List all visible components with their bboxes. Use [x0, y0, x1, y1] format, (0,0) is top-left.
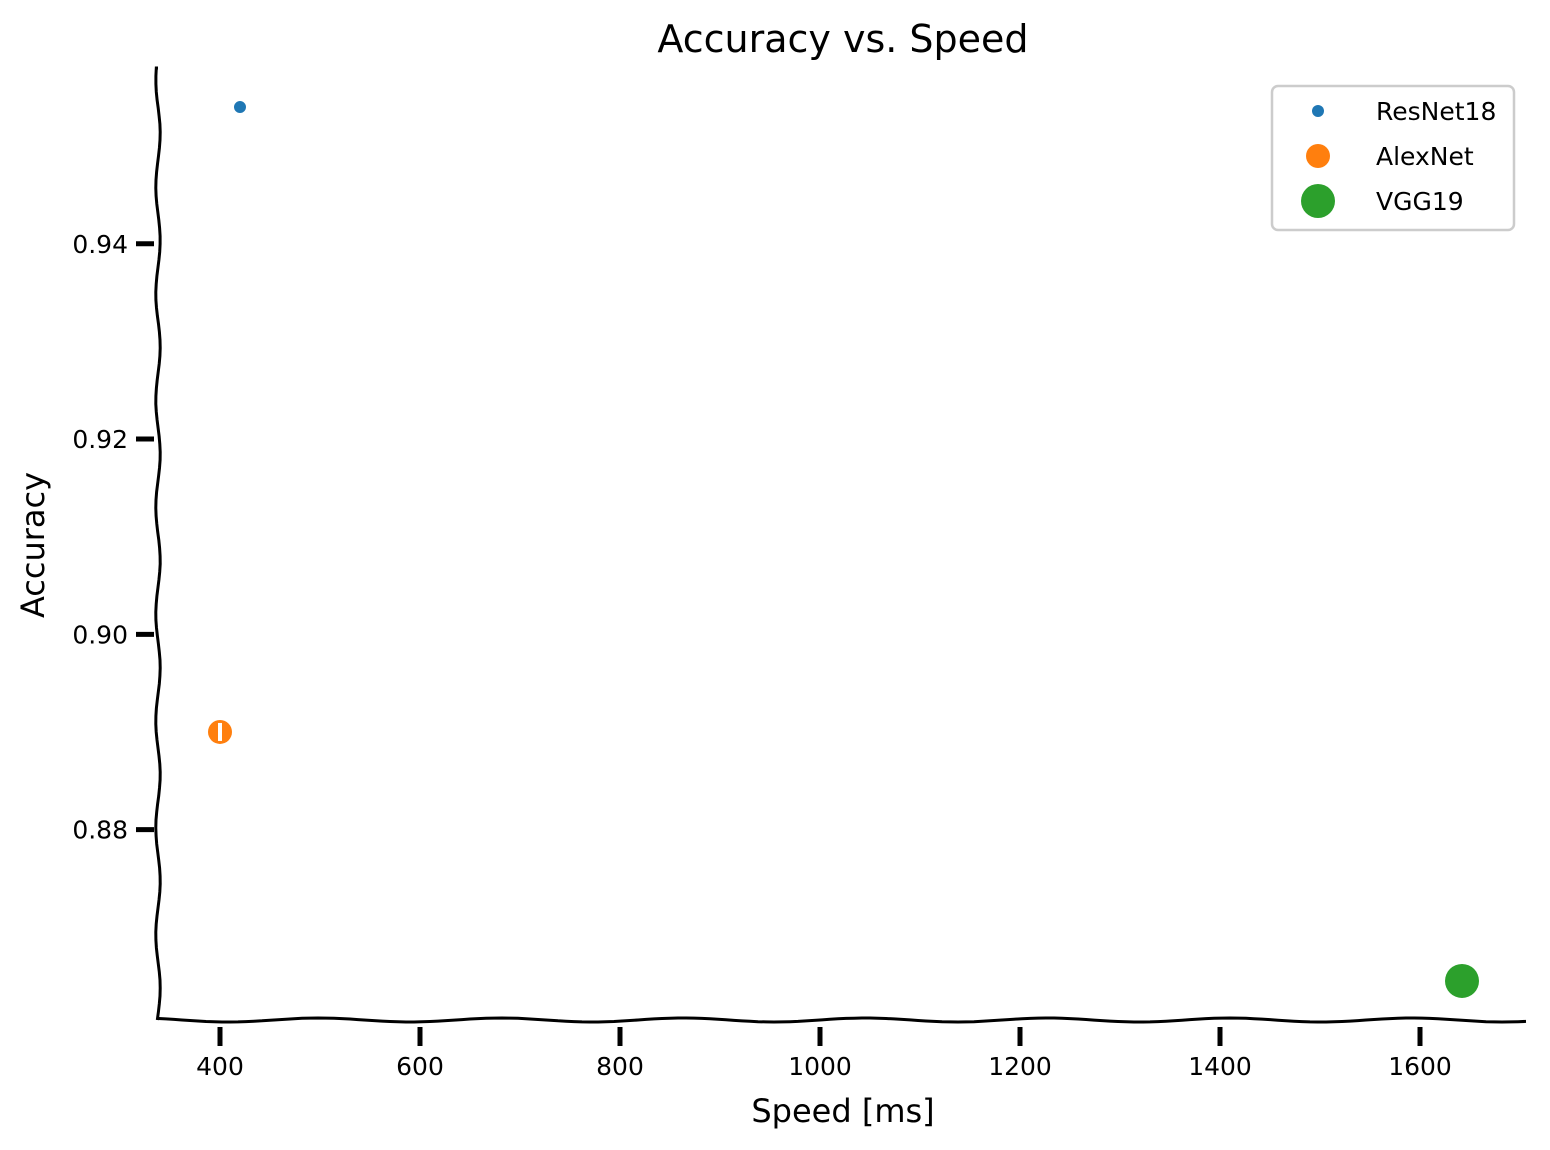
y-tick-label: 0.90 — [72, 620, 128, 649]
legend-label-alexnet: AlexNet — [1376, 142, 1474, 171]
x-tick-label: 1400 — [1188, 1052, 1252, 1081]
chart-title: Accuracy vs. Speed — [657, 17, 1028, 61]
y-tick-label: 0.94 — [72, 230, 128, 259]
data-points — [208, 101, 1479, 998]
legend: ResNet18 AlexNet VGG19 — [1270, 84, 1516, 232]
x-tick-label: 1000 — [788, 1052, 852, 1081]
y-tick-label: 0.92 — [72, 425, 128, 454]
x-axis-label: Speed [ms] — [751, 1092, 934, 1130]
x-tick-label: 600 — [396, 1052, 444, 1081]
y-axis-label: Accuracy — [14, 472, 52, 618]
x-axis-line — [156, 1016, 1527, 1024]
y-axis-ticks: 0.88 0.90 0.92 0.94 — [72, 230, 154, 845]
y-tick-label: 0.88 — [72, 816, 128, 845]
x-tick-label: 1200 — [988, 1052, 1052, 1081]
data-point-resnet18 — [234, 101, 246, 114]
legend-marker-alexnet — [1306, 144, 1330, 168]
x-tick-label: 1600 — [1388, 1052, 1452, 1081]
legend-marker-vgg19 — [1301, 184, 1335, 218]
x-tick-label: 800 — [596, 1052, 644, 1081]
legend-marker-resnet18 — [1312, 105, 1324, 117]
x-tick-label: 400 — [196, 1052, 244, 1081]
y-axis-line — [154, 66, 162, 1021]
data-point-vgg19 — [1445, 963, 1479, 998]
x-axis-ticks: 400 600 800 1000 1200 1400 1600 — [196, 1027, 1452, 1081]
legend-label-resnet18: ResNet18 — [1376, 97, 1496, 126]
legend-label-vgg19: VGG19 — [1376, 187, 1464, 216]
